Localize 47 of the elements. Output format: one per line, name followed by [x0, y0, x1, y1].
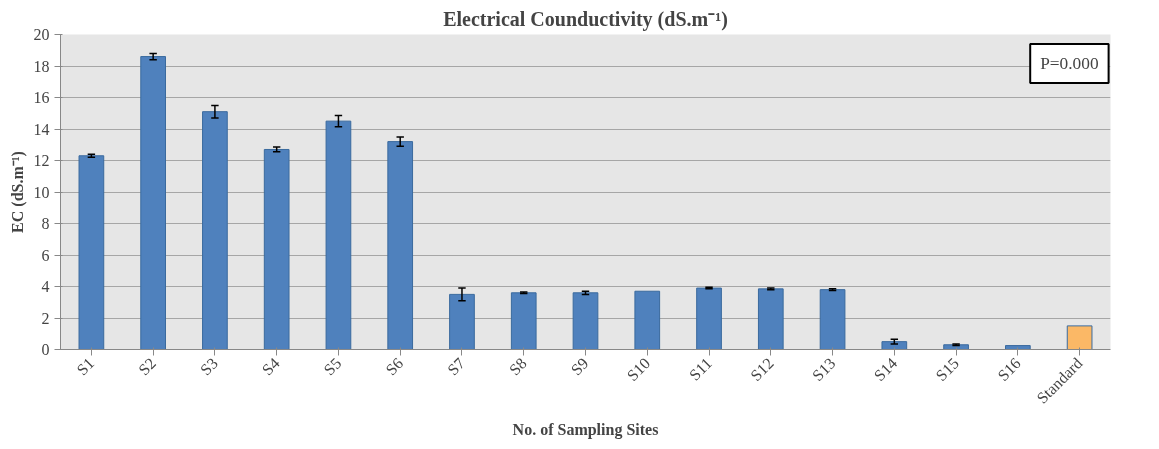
x-tick-label: S15: [932, 354, 963, 385]
x-tick-label: S2: [135, 354, 160, 379]
bar: [881, 341, 908, 350]
annotation: P=0.000: [1040, 53, 1099, 73]
x-tick-label: S9: [567, 354, 592, 379]
bar: [572, 292, 599, 350]
x-tick-label: S11: [685, 354, 716, 384]
y-tick-label: 2: [41, 309, 50, 327]
x-tick-label: S7: [444, 354, 468, 379]
bar: [819, 289, 846, 350]
x-tick-label: S4: [258, 354, 283, 379]
x-tick-label: S8: [505, 354, 530, 379]
x-tick-label: S1: [73, 354, 98, 379]
bar: [387, 141, 414, 350]
y-tick-label: 10: [33, 183, 50, 201]
bar: [510, 292, 537, 350]
bar: [757, 288, 784, 350]
y-tick-label: 4: [41, 278, 50, 295]
bar: [696, 287, 722, 350]
x-tick-label: S14: [870, 354, 901, 385]
y-tick-label: 18: [33, 57, 50, 75]
x-tick-label: S10: [623, 354, 654, 385]
bar: [263, 148, 290, 350]
x-tick-label: S16: [994, 354, 1024, 385]
bar: [1005, 345, 1031, 350]
y-axis-title: EC (dS.m⁻¹): [8, 151, 27, 233]
x-axis-title: No. of Sampling Sites: [512, 420, 659, 439]
bar: [1066, 325, 1093, 350]
bar: [325, 120, 352, 350]
x-tick-label: S13: [808, 354, 839, 385]
chart-title: Electrical Counductivity (dS.m⁻¹): [443, 7, 728, 31]
bar: [634, 290, 661, 350]
y-tick-label: 6: [41, 246, 50, 264]
bar: [202, 111, 228, 350]
x-tick-label: S6: [382, 354, 407, 379]
y-tick-label: 0: [41, 341, 50, 358]
bar: [78, 155, 105, 350]
x-tick-label: S3: [196, 354, 221, 379]
y-tick-label: 16: [33, 89, 50, 106]
y-tick-label: 12: [33, 152, 50, 169]
bar: [140, 56, 166, 350]
y-tick-label: 8: [41, 215, 50, 232]
x-tick-label: S5: [320, 354, 345, 379]
y-tick-label: 14: [33, 120, 50, 138]
bar: [449, 293, 475, 350]
y-tick-label: 20: [33, 26, 50, 43]
x-tick-label: S12: [747, 354, 777, 385]
